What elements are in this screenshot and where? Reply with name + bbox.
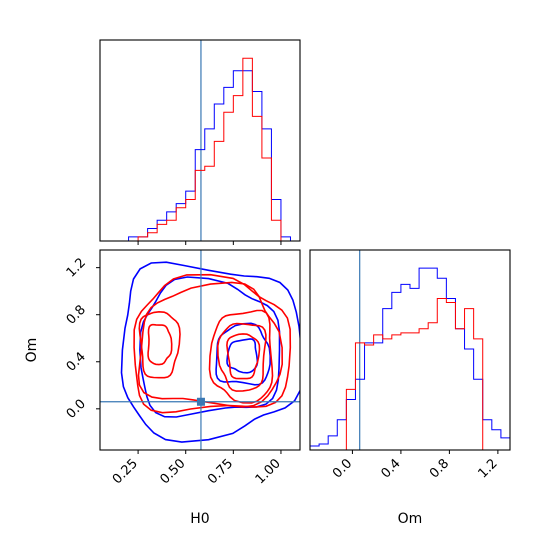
om-histograms xyxy=(310,267,510,451)
joint-y-tick-label-2: 0.4 xyxy=(64,350,89,375)
joint-x-ticks: 0.25 0.50 0.75 1.00 xyxy=(110,450,284,487)
contour-series-2-blob-1-level-2 xyxy=(137,281,284,408)
h0-histogram-series-2 xyxy=(100,57,300,242)
contour-series-2-blob-2-level-2 xyxy=(216,322,267,392)
joint-y-tick-label-3: 0.8 xyxy=(64,302,89,327)
om-marginal-panel: 0.0 0.4 0.8 1.2 Om xyxy=(309,249,511,527)
joint-x-tick-label-3: 0.75 xyxy=(205,456,236,487)
contour-series-2-blob-2-level-3 xyxy=(226,333,261,380)
h0-marginal-panel xyxy=(99,39,301,245)
h0-histograms xyxy=(100,57,300,242)
om-x-tick-label-4: 1.2 xyxy=(475,456,500,481)
contour-series-2-blob-3-level-2 xyxy=(147,323,173,366)
om-histogram-series-1 xyxy=(310,267,510,447)
h0-marginal-ticks xyxy=(137,241,282,245)
contour-series-2-blob-1-level-1 xyxy=(133,273,292,414)
om-x-tick-label-1: 0.0 xyxy=(330,456,355,481)
joint-contours xyxy=(120,261,300,443)
joint-y-tick-label-4: 1.2 xyxy=(64,255,89,280)
contour-series-1-blob-2-level-2 xyxy=(226,338,259,374)
h0-histogram-series-1 xyxy=(100,70,300,242)
contour-series-2-blob-3-level-1 xyxy=(138,310,181,379)
om-x-tick-label-2: 0.4 xyxy=(379,456,404,481)
joint-x-tick-label-4: 1.00 xyxy=(253,456,284,487)
joint-x-axis-label: H0 xyxy=(190,511,209,527)
joint-panel: 0.25 0.50 0.75 1.00 0.0 0.4 0.8 1.2 H0 Om xyxy=(24,249,301,527)
contour-series-2-blob-2-level-1 xyxy=(208,309,274,404)
contour-series-1-blob-1-level-1 xyxy=(120,261,300,443)
om-marginal-frame xyxy=(309,249,511,451)
om-marginal-ticks: 0.0 0.4 0.8 1.2 xyxy=(330,450,501,481)
joint-y-ticks: 0.0 0.4 0.8 1.2 xyxy=(64,255,100,422)
h0-marginal-frame xyxy=(99,39,301,242)
om-x-axis-label: Om xyxy=(398,511,423,527)
joint-y-axis-label: Om xyxy=(24,338,40,363)
joint-frame xyxy=(99,249,301,451)
contour-series-1-blob-1-level-2 xyxy=(139,276,281,418)
joint-y-tick-label-1: 0.0 xyxy=(64,397,89,422)
joint-truth-marker xyxy=(196,397,205,406)
om-histogram-series-2 xyxy=(310,297,510,451)
joint-x-tick-label-1: 0.25 xyxy=(110,456,141,487)
joint-x-tick-label-2: 0.50 xyxy=(157,456,188,487)
om-x-tick-label-3: 0.8 xyxy=(427,456,452,481)
